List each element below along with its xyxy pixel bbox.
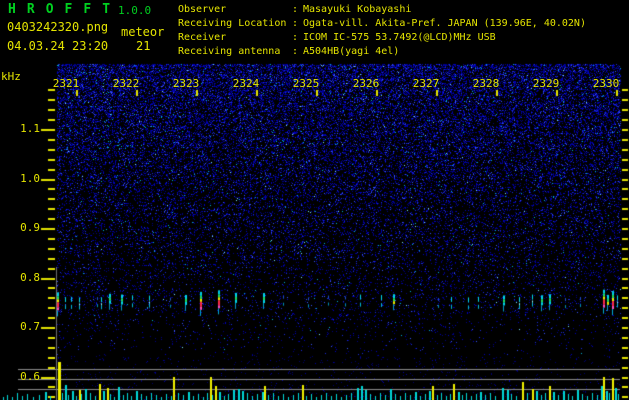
info-label-location: Receiving Location (178, 18, 287, 29)
time-tick-label: 2324 (232, 77, 260, 90)
info-colon: : (292, 32, 299, 43)
time-tick-label: 2326 (352, 77, 380, 90)
app-title: H R O F F T (8, 2, 112, 17)
time-tick-label: 2325 (292, 77, 320, 90)
info-value-location: Ogata-vill. Akita-Pref. JAPAN (139.96E, … (303, 18, 586, 29)
app-version: 1.0.0 (118, 4, 152, 17)
info-value-observer: Masayuki Kobayashi (303, 4, 412, 15)
time-tick-label: 2330 (592, 77, 620, 90)
time-tick-label: 2321 (52, 77, 80, 90)
echo-count: 21 (136, 39, 151, 53)
freq-tick-label: 0.7 (20, 320, 40, 333)
freq-tick-label: 0.6 (20, 370, 40, 383)
info-value-antenna: A504HB(yagi 4el) (303, 46, 400, 57)
freq-tick-label: 0.9 (20, 221, 40, 234)
info-label-antenna: Receiving antenna (178, 46, 281, 57)
freq-tick-label: 0.8 (20, 271, 40, 284)
time-tick-label: 2323 (172, 77, 200, 90)
mode-label: meteor (121, 25, 165, 39)
time-tick-label: 2327 (412, 77, 440, 90)
freq-tick-label: 1.1 (20, 122, 40, 135)
freq-tick-label: 1.0 (20, 172, 40, 185)
info-value-receiver: ICOM IC-575 53.7492(@LCD)MHz USB (303, 32, 496, 43)
datetime-label: 04.03.24 23:20 (7, 39, 109, 53)
info-label-receiver: Receiver (178, 32, 227, 43)
info-label-observer: Observer (178, 4, 227, 15)
time-tick-label: 2329 (532, 77, 560, 90)
time-tick-label: 2328 (472, 77, 500, 90)
info-colon: : (292, 18, 299, 29)
freq-axis-unit: kHz (1, 70, 21, 83)
output-filename: 0403242320.png (7, 20, 109, 34)
info-colon: : (292, 4, 299, 15)
time-tick-label: 2322 (112, 77, 140, 90)
info-colon: : (292, 46, 299, 57)
